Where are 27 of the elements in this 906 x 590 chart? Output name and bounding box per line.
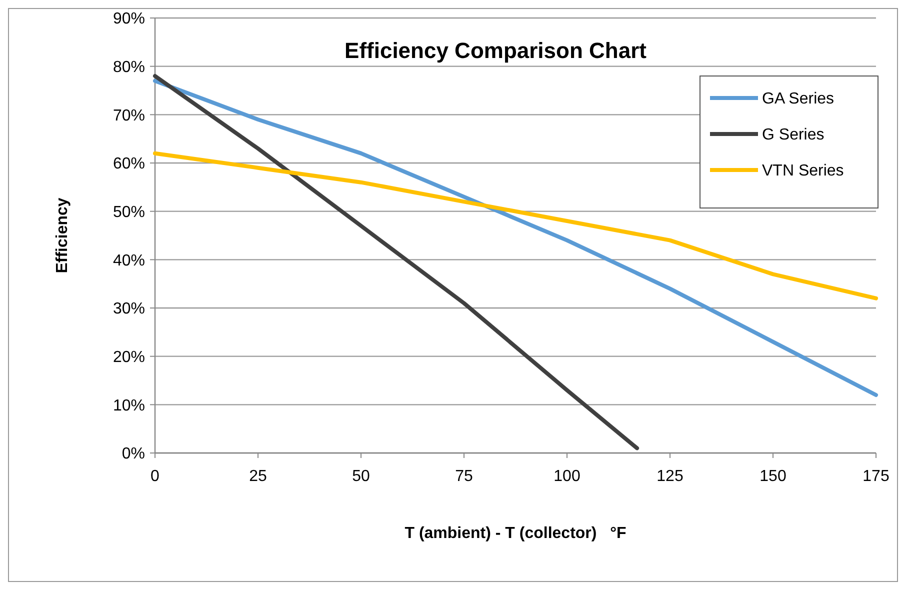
y-tick-label: 0% xyxy=(122,446,145,463)
x-tick-label: 0 xyxy=(150,468,160,485)
y-axis-title: Efficiency xyxy=(54,198,71,274)
legend-label: VTN Series xyxy=(762,162,844,180)
line-series xyxy=(153,74,640,450)
y-tick-label: 70% xyxy=(112,107,145,124)
text: Efficiency Comparison Chart xyxy=(344,38,648,63)
line-series xyxy=(153,78,878,397)
x-tick-label: 25 xyxy=(249,468,267,485)
x-tick-label: 150 xyxy=(760,468,786,485)
y-tick-label: 60% xyxy=(112,156,145,173)
y-tick-label: 90% xyxy=(112,10,145,28)
y-tick-label: 40% xyxy=(112,252,145,270)
x-axis-title: T (ambient) - T (collector) °F xyxy=(404,525,626,542)
x-tick-label: 100 xyxy=(554,468,580,485)
x-tick-label: 50 xyxy=(352,468,370,485)
legend-label: G Series xyxy=(762,126,824,144)
legend-label: GA Series xyxy=(762,90,834,108)
y-tick-label: 30% xyxy=(112,300,145,318)
y-tick-label: 80% xyxy=(112,58,145,76)
y-tick-label: 10% xyxy=(112,397,145,414)
y-tick-label: 20% xyxy=(112,348,145,366)
x-tick-label: 175 xyxy=(862,468,890,485)
y-tick-label: 50% xyxy=(112,204,145,221)
x-tick-label: 75 xyxy=(455,468,473,485)
x-tick-label: 125 xyxy=(656,468,684,485)
line-series xyxy=(153,151,878,300)
